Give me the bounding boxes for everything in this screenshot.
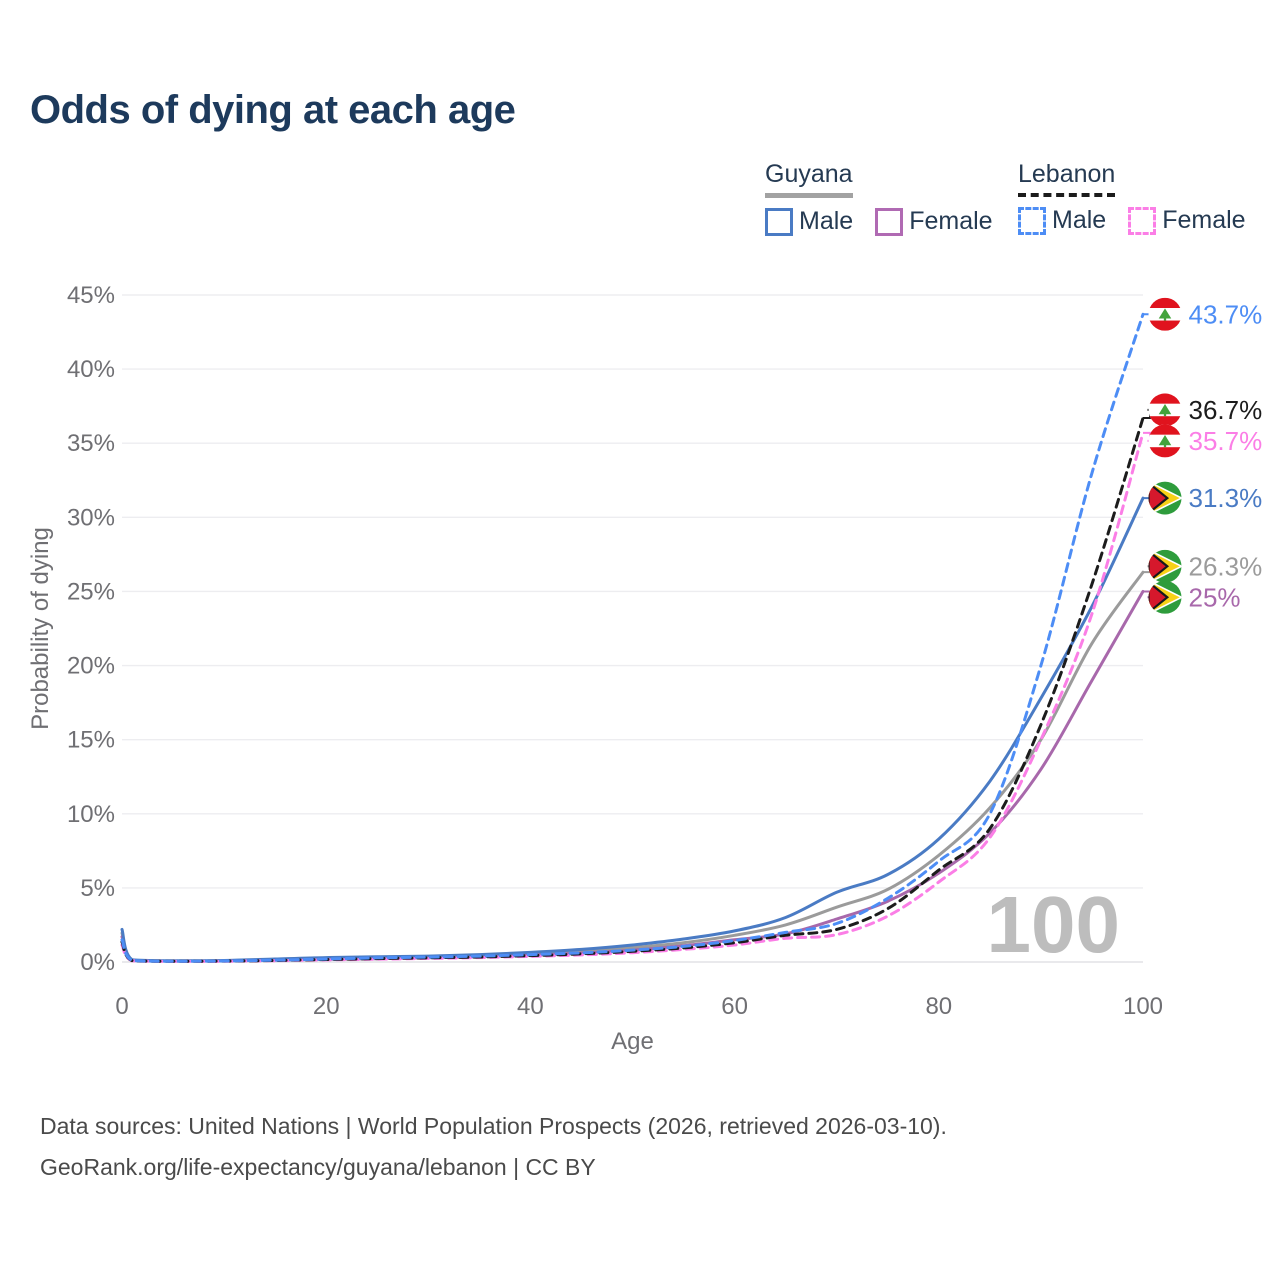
end-value-label-lebanon-both: 36.7% [1189, 395, 1263, 425]
legend-item-label: Male [1052, 206, 1107, 234]
x-tick-label: 40 [517, 993, 544, 1020]
y-tick-label: 35% [67, 430, 115, 457]
legend: Guyana Male Female Lebanon Male Female [0, 160, 1280, 240]
x-axis-title: Age [611, 1028, 654, 1055]
legend-swatch [1128, 206, 1157, 235]
legend-item-label: Female [1162, 206, 1246, 234]
x-tick-label: 20 [313, 993, 340, 1020]
legend-item-lebanon-male[interactable]: Male [1018, 206, 1106, 235]
legend-swatch [765, 207, 793, 236]
guyana-flag-icon [1148, 549, 1182, 583]
lebanon-flag-icon [1148, 393, 1182, 427]
x-tick-label: 100 [1123, 993, 1163, 1020]
x-tick-label: 80 [925, 993, 952, 1020]
legend-group-guyana: Guyana Male Female [765, 160, 993, 236]
end-value-label-lebanon-female: 35.7% [1189, 426, 1263, 456]
series-line-lebanon-female[interactable] [120, 431, 1145, 963]
lebanon-flag-icon [1148, 424, 1182, 458]
series-line-lebanon-male[interactable] [120, 312, 1145, 963]
legend-item-label: Male [799, 207, 854, 235]
legend-item-label: Female [909, 207, 993, 235]
y-tick-label: 5% [80, 875, 115, 902]
attribution-line: GeoRank.org/life-expectancy/guyana/leban… [40, 1154, 596, 1180]
y-tick-label: 15% [67, 727, 115, 754]
page-title: Odds of dying at each age [30, 88, 516, 132]
x-tick-label: 0 [115, 993, 128, 1020]
legend-country-label[interactable]: Guyana [765, 160, 853, 198]
legend-swatch [875, 207, 904, 236]
end-value-label-guyana-both: 26.3% [1189, 551, 1263, 581]
end-value-label-guyana-male: 31.3% [1189, 483, 1263, 513]
end-value-label-lebanon-male: 43.7% [1189, 299, 1263, 329]
y-tick-label: 20% [67, 653, 115, 680]
x-tick-label: 60 [721, 993, 748, 1020]
y-axis-title: Probability of dying [27, 527, 54, 730]
age-indicator-watermark: 100 [987, 880, 1120, 969]
y-tick-label: 0% [80, 949, 115, 976]
y-tick-label: 45% [67, 282, 115, 309]
end-value-label-guyana-female: 25% [1189, 582, 1241, 612]
guyana-flag-icon [1148, 481, 1182, 515]
footer: Data sources: United Nations | World Pop… [40, 1106, 947, 1188]
legend-item-guyana-male[interactable]: Male [765, 207, 853, 236]
data-sources-line: Data sources: United Nations | World Pop… [40, 1113, 947, 1139]
legend-group-lebanon: Lebanon Male Female [1018, 160, 1246, 235]
y-tick-label: 10% [67, 801, 115, 828]
guyana-flag-icon [1148, 580, 1182, 614]
legend-swatch [1018, 206, 1046, 235]
legend-item-lebanon-female[interactable]: Female [1128, 206, 1246, 235]
legend-item-guyana-female[interactable]: Female [875, 207, 993, 236]
y-tick-label: 40% [67, 356, 115, 383]
y-tick-label: 25% [67, 578, 115, 605]
lebanon-flag-icon [1148, 297, 1182, 331]
y-tick-label: 30% [67, 504, 115, 531]
legend-country-label[interactable]: Lebanon [1018, 160, 1116, 197]
